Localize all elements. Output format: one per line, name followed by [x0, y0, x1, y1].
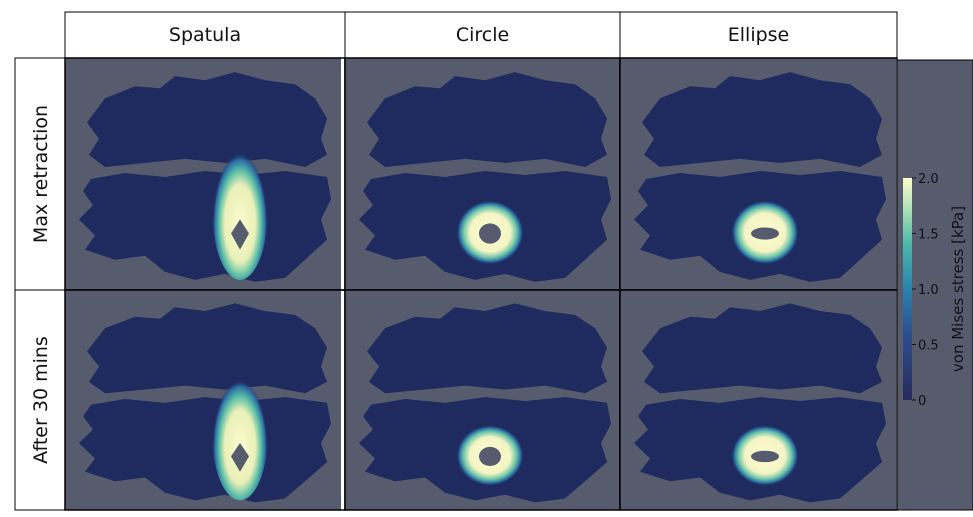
simulation-panel: [620, 58, 897, 290]
colorbar-tick-label: 1.5: [918, 228, 939, 243]
colorbar-label: von Mises stress [kPa]: [949, 206, 967, 372]
simulation-panel: [65, 58, 345, 290]
colorbar-tick-label: 1.0: [918, 283, 939, 298]
column-header: Circle: [456, 24, 509, 46]
retractor: [751, 451, 779, 462]
colorbar: [903, 178, 912, 400]
row-label: Max retraction: [30, 105, 52, 243]
retractor: [751, 227, 779, 239]
figure: Spatula Circle Ellipse Max retraction After …: [0, 0, 973, 513]
colorbar-tick-label: 0.5: [918, 339, 939, 354]
simulation-panel: [65, 290, 345, 510]
stress-glow: [212, 367, 268, 501]
stress-glow: [212, 139, 268, 280]
simulation-panel: [345, 290, 621, 510]
brain-slice: [65, 58, 341, 290]
simulation-panel: [620, 290, 897, 510]
retractor: [479, 223, 501, 243]
row-label: After 30 mins: [30, 336, 52, 464]
brain-slice: [65, 290, 341, 510]
column-header: Spatula: [169, 24, 241, 46]
colorbar-tick-label: 2.0: [918, 172, 939, 187]
retractor: [479, 447, 501, 466]
column-header: Ellipse: [728, 24, 790, 46]
simulation-panel: [345, 58, 621, 290]
colorbar-tick-label: 0: [918, 394, 926, 409]
